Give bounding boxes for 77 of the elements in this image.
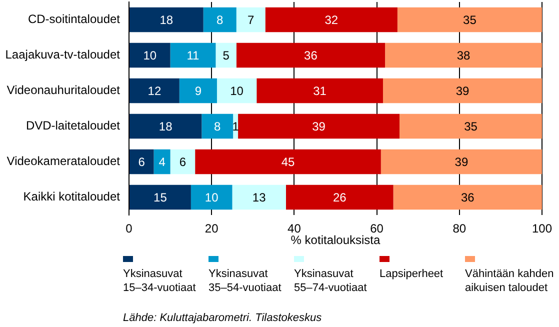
bar [382, 78, 542, 104]
bar [202, 114, 234, 139]
bar [236, 42, 386, 68]
legend-label: Lapsiperheet [380, 268, 444, 280]
data-label: 39 [312, 120, 326, 134]
legend-label: Yksinasuvat 15–34-vuotiaat [123, 268, 196, 294]
legend-label: Yksinasuvat 35–54-vuotiaat [208, 268, 282, 294]
data-label: 35 [463, 13, 477, 28]
x-tick-label: 0 [126, 222, 133, 236]
data-label: 8 [214, 120, 222, 134]
bar [130, 114, 202, 139]
bar [393, 184, 542, 210]
data-label: 39 [454, 155, 468, 170]
x-tick-label: 20 [204, 222, 219, 236]
y-tick-label: CD-soitintaloudet [28, 12, 121, 26]
data-label: 38 [456, 48, 471, 63]
bar [265, 7, 398, 32]
bar [216, 78, 257, 104]
data-label: 9 [194, 84, 202, 98]
data-label: 11 [186, 48, 200, 63]
data-label: 35 [464, 120, 478, 134]
bar [397, 7, 542, 32]
bar [130, 149, 154, 174]
data-label: 45 [281, 155, 295, 170]
data-label: 6 [138, 155, 146, 170]
bar [130, 42, 170, 68]
bar [195, 149, 381, 174]
bar [130, 184, 191, 210]
data-label: 10 [230, 84, 244, 98]
bar [130, 78, 180, 104]
bar [170, 42, 216, 68]
bar [256, 78, 383, 104]
bar [380, 149, 542, 174]
bar [385, 42, 542, 68]
bar [238, 114, 400, 139]
y-tick-label: Videonauhuritaloudet [6, 83, 121, 98]
bar [232, 184, 286, 210]
data-label: 13 [252, 190, 266, 205]
x-axis-title: % kotitalouksista [290, 233, 381, 248]
bar [170, 149, 196, 174]
data-label: 36 [460, 190, 475, 205]
x-tick-label: 100 [532, 222, 552, 236]
y-tick-label: DVD-laitetaloudet [26, 118, 121, 133]
y-tick-label: Laajakuva-tv-taloudet [5, 48, 121, 62]
data-label: 12 [148, 84, 162, 98]
x-tick-label: 80 [452, 222, 466, 236]
bar [179, 78, 217, 104]
data-label: 8 [216, 13, 224, 28]
data-label: 10 [143, 48, 157, 63]
data-label: 15 [154, 190, 168, 205]
data-label: 32 [324, 13, 338, 28]
legend-label: Vähintään kahden aikuisen taloudet [465, 268, 554, 294]
data-label: 7 [247, 13, 254, 28]
bar [286, 184, 394, 210]
y-tick-label: Videokamerataloudet [6, 154, 121, 168]
data-label: 39 [456, 84, 470, 98]
text: Lähde: Kuluttajabarometri. Tilastokeskus [123, 312, 322, 324]
bar [190, 184, 232, 210]
bar [236, 7, 266, 32]
legend-label: Yksinasuvat 55–74-vuotiaat [294, 268, 367, 294]
data-label: 18 [160, 13, 174, 28]
data-label: 10 [204, 190, 219, 205]
data-label: 6 [179, 155, 186, 170]
data-label: 18 [158, 120, 173, 134]
data-label: 4 [158, 155, 166, 170]
x-tick-label: 60 [370, 222, 384, 236]
bar [400, 114, 542, 139]
bar [203, 7, 236, 32]
bar [216, 42, 236, 68]
x-tick-label: 40 [288, 222, 302, 236]
data-label: 5 [222, 48, 230, 63]
data-label: 36 [304, 48, 318, 63]
bar [130, 7, 204, 32]
y-tick-label: Kaikki kotitaloudet [23, 190, 121, 204]
bar [154, 149, 170, 174]
data-label: 26 [332, 190, 347, 205]
data-label: 31 [313, 84, 327, 98]
